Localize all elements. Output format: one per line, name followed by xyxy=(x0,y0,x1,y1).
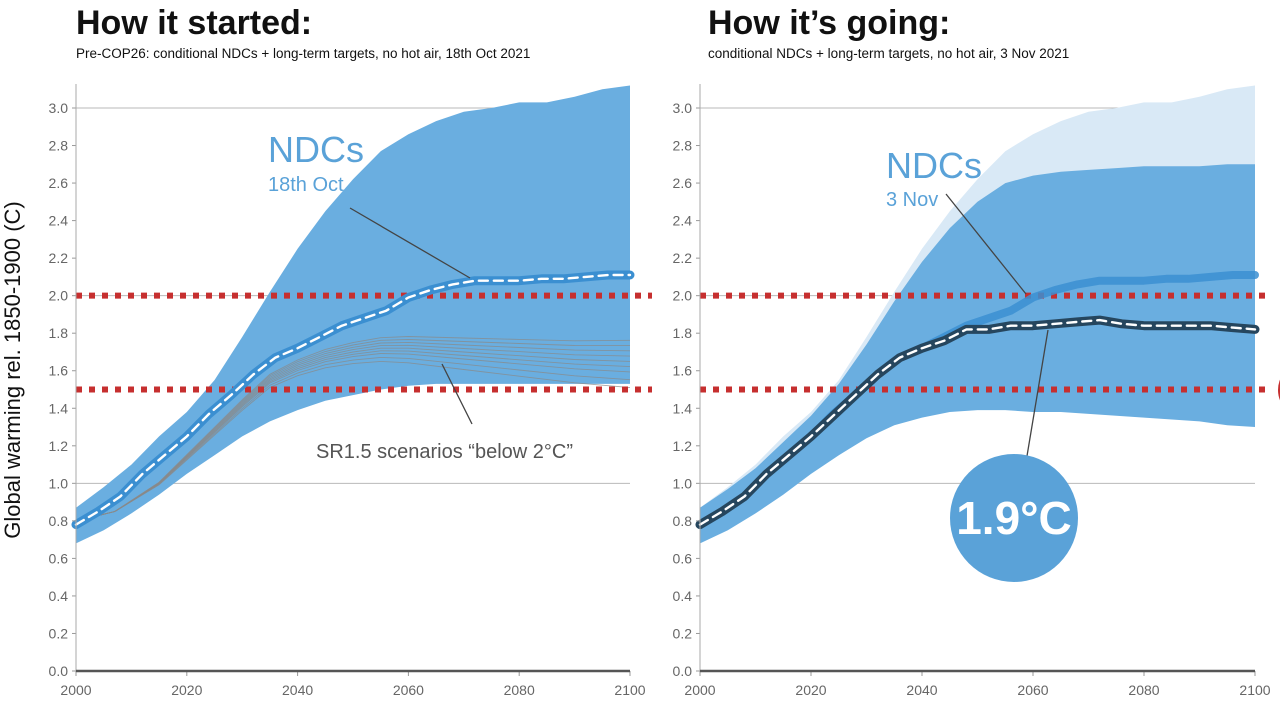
y-tick-label: 1.8 xyxy=(49,325,69,341)
y-tick-label: 2.6 xyxy=(49,175,69,191)
x-tick-label: 2060 xyxy=(1017,682,1048,698)
y-tick-label: 2.8 xyxy=(673,138,693,154)
y-tick-label: 0.6 xyxy=(673,550,693,566)
x-tick-label: 2020 xyxy=(171,682,202,698)
x-tick-label: 2060 xyxy=(393,682,424,698)
warming-badge-label: 1.9°C xyxy=(956,492,1072,544)
y-tick-label: 1.6 xyxy=(673,363,693,379)
annotations-right: NDCs 3 Nov 1.9°C xyxy=(886,145,1078,582)
y-tick-label: 0.8 xyxy=(673,513,693,529)
y-tick-label: 2.6 xyxy=(673,175,693,191)
uncertainty-bands-right xyxy=(700,85,1255,544)
y-tick-label: 1.8 xyxy=(673,325,693,341)
y-tick-label: 0.0 xyxy=(673,663,693,679)
ndc-label-left: NDCs xyxy=(268,129,364,170)
warming-badge xyxy=(950,454,1078,582)
y-tick-label: 1.4 xyxy=(673,400,693,416)
y-tick-label: 0.8 xyxy=(49,513,69,529)
ndc-median-dash-18oct xyxy=(74,273,632,526)
y-tick-label: 2.8 xyxy=(49,138,69,154)
y-tick-label: 1.2 xyxy=(49,438,69,454)
chart-title-left: How it started: xyxy=(76,4,312,42)
sr15-scenario-label: SR1.5 scenarios “below 2°C” xyxy=(316,441,573,463)
sr15-scenario-line xyxy=(75,356,631,522)
badge-leader-line xyxy=(1025,329,1049,463)
chart-panel-left: How it started: Pre-COP26: conditional N… xyxy=(49,4,652,698)
ndc-sublabel-left: 18th Oct xyxy=(268,174,344,196)
uncertainty-band xyxy=(700,164,1255,544)
y-tick-label: 0.6 xyxy=(49,550,69,566)
threshold-lines-right xyxy=(700,292,1265,393)
x-tick-label: 2000 xyxy=(60,682,91,698)
y-tick-label: 0.4 xyxy=(673,588,693,604)
x-tick-label: 2080 xyxy=(1128,682,1159,698)
annotations-left: NDCs 18th Oct SR1.5 scenarios “below 2°C… xyxy=(268,129,573,463)
ndc-label-right: NDCs xyxy=(886,145,982,186)
axes-left: 0.0 0.2 0.4 0.6 0.8 1.0 1.2 1.4 1.6 1.8 2.0 2.2 2.4 2… xyxy=(49,84,646,698)
x-tick-label: 2040 xyxy=(282,682,313,698)
x-tick-label: 2100 xyxy=(614,682,645,698)
ndc-lines-left xyxy=(71,270,635,530)
y-tick-label: 2.2 xyxy=(49,250,69,266)
x-tick-label: 2100 xyxy=(1239,682,1270,698)
y-tick-label: 1.4 xyxy=(49,400,69,416)
y-tick-label: 0.2 xyxy=(673,625,693,641)
ndc-leader-line-left xyxy=(349,207,471,279)
y-axis-label: Global warming rel. 1850-1900 (C) xyxy=(0,201,25,539)
y-tick-label: 0.2 xyxy=(49,625,69,641)
y-tick-label: 2.0 xyxy=(673,288,693,304)
ndc-sublabel-right: 3 Nov xyxy=(886,189,938,211)
ndc-lines-right xyxy=(695,271,1260,530)
y-tick-label: 2.0 xyxy=(49,288,69,304)
ndc-median-dash-3nov xyxy=(698,318,1257,526)
y-tick-label: 2.4 xyxy=(49,213,69,229)
sr15-leader-line xyxy=(441,363,473,425)
axes-right: 0.0 0.2 0.4 0.6 0.8 1.0 1.2 1.4 1.6 1.8 2.0 2.2 2.4 2… xyxy=(673,84,1271,698)
y-tick-label: 1.0 xyxy=(673,475,693,491)
x-tick-label: 2000 xyxy=(684,682,715,698)
chart-panel-right: How it’s going: conditional NDCs + long-… xyxy=(673,4,1280,698)
x-tick-label: 2040 xyxy=(906,682,937,698)
sr15-scenario-lines xyxy=(75,336,631,522)
y-tick-label: 1.0 xyxy=(49,475,69,491)
chart-subtitle-left: Pre-COP26: conditional NDCs + long-term … xyxy=(76,46,530,61)
ndc-leader-line-right xyxy=(945,193,1027,295)
sr15-scenario-line xyxy=(75,336,631,522)
y-tick-label: 2.2 xyxy=(673,250,693,266)
sr15-scenario-line xyxy=(75,360,631,522)
y-tick-label: 2.4 xyxy=(673,213,693,229)
x-tick-label: 2020 xyxy=(795,682,826,698)
chart-title-right: How it’s going: xyxy=(708,4,950,42)
y-tick-label: 3.0 xyxy=(673,100,693,116)
chart-subtitle-right: conditional NDCs + long-term targets, no… xyxy=(708,46,1069,61)
threshold-lines-left xyxy=(76,292,652,393)
y-tick-label: 1.6 xyxy=(49,363,69,379)
y-tick-label: 0.4 xyxy=(49,588,69,604)
y-tick-label: 3.0 xyxy=(49,100,69,116)
y-tick-label: 1.2 xyxy=(673,438,693,454)
x-tick-label: 2080 xyxy=(504,682,535,698)
y-tick-label: 0.0 xyxy=(49,663,69,679)
